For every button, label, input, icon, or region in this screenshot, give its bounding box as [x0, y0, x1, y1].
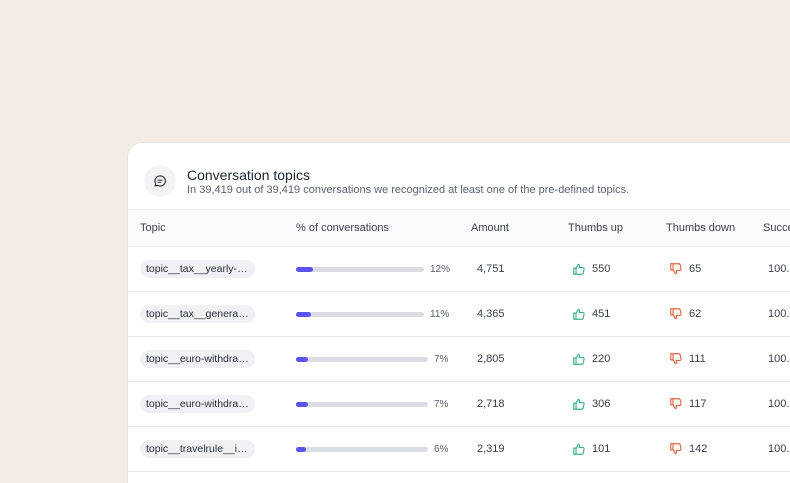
success-cell: 100.	[768, 308, 790, 320]
thumbs-up-count: 101	[592, 443, 611, 455]
thumbs-down-count: 65	[689, 263, 702, 275]
card-title: Conversation topics	[187, 167, 310, 183]
percent-label: 7%	[434, 353, 449, 365]
percent-label: 11%	[430, 308, 450, 320]
thumbs-down-cell: 111	[669, 337, 706, 381]
thumbs-up-count: 220	[592, 353, 611, 365]
thumbs-up-icon	[572, 307, 586, 321]
topic-pill[interactable]: topic__tax__yearly-overv...	[140, 260, 255, 278]
topic-pill[interactable]: topic__travelrule__instru...	[140, 440, 255, 458]
thumbs-down-icon	[669, 397, 683, 411]
thumbs-down-icon	[669, 262, 683, 276]
column-header-amount[interactable]: Amount	[471, 222, 509, 234]
column-header-success[interactable]: Succe	[763, 222, 790, 234]
thumbs-down-count: 117	[689, 398, 707, 410]
percent-label: 12%	[430, 263, 451, 275]
thumbs-down-cell: 62	[669, 292, 701, 336]
thumbs-up-icon	[572, 262, 586, 276]
card-header: Conversation topics In 39,419 out of 39,…	[128, 143, 790, 209]
percent-label: 6%	[434, 443, 449, 455]
topic-cell: topic__euro-withdrawal_...	[140, 382, 255, 426]
topics-table: Topic % of conversations Amount Thumbs u…	[128, 209, 790, 472]
percent-cell: 11%	[296, 292, 449, 336]
percent-bar-fill	[296, 266, 313, 272]
chat-bubble-icon	[144, 165, 176, 197]
table-row[interactable]: topic__euro-withdrawal_... 7% 2,805 220 …	[128, 337, 790, 382]
percent-bar-fill	[296, 401, 308, 407]
thumbs-down-count: 142	[689, 443, 708, 455]
thumbs-up-count: 451	[592, 308, 611, 320]
thumbs-down-cell: 142	[669, 427, 707, 471]
thumbs-down-icon	[669, 442, 683, 456]
table-row[interactable]: topic__tax__general__inf... 11% 4,365 45…	[128, 292, 790, 337]
card-subtitle: In 39,419 out of 39,419 conversations we…	[187, 184, 630, 196]
topic-cell: topic__travelrule__instru...	[140, 427, 255, 471]
amount-cell: 2,718	[477, 398, 505, 410]
thumbs-down-count: 111	[689, 353, 706, 365]
thumbs-up-icon	[572, 442, 586, 456]
topic-cell: topic__tax__general__inf...	[140, 292, 255, 336]
percent-cell: 6%	[296, 427, 448, 471]
success-cell: 100.	[768, 263, 790, 275]
column-header-thumbs-up[interactable]: Thumbs up	[568, 222, 624, 234]
column-header-percent[interactable]: % of conversations	[296, 222, 389, 234]
amount-cell: 2,805	[477, 353, 505, 365]
thumbs-up-cell: 550	[572, 247, 610, 291]
thumbs-up-cell: 101	[572, 427, 610, 471]
amount-cell: 4,751	[477, 263, 505, 275]
percent-bar	[296, 356, 428, 362]
conversation-topics-card: Conversation topics In 39,419 out of 39,…	[128, 143, 790, 483]
table-row[interactable]: topic__travelrule__instru... 6% 2,319 10…	[128, 427, 790, 472]
thumbs-down-icon	[669, 352, 683, 366]
percent-cell: 7%	[296, 382, 448, 426]
topic-pill[interactable]: topic__euro-withdrawal_...	[140, 395, 255, 413]
thumbs-down-cell: 117	[669, 382, 707, 426]
thumbs-up-count: 306	[592, 398, 611, 410]
percent-bar	[296, 401, 428, 407]
percent-bar-fill	[296, 356, 308, 362]
topic-cell: topic__euro-withdrawal_...	[140, 337, 255, 381]
thumbs-up-icon	[572, 352, 586, 366]
topic-pill[interactable]: topic__euro-withdrawal_...	[140, 350, 255, 368]
percent-cell: 7%	[296, 337, 448, 381]
success-cell: 100.	[768, 353, 790, 365]
amount-cell: 4,365	[477, 308, 505, 320]
thumbs-down-icon	[669, 307, 683, 321]
table-row[interactable]: topic__tax__yearly-overv... 12% 4,751 55…	[128, 247, 790, 292]
thumbs-up-cell: 220	[572, 337, 610, 381]
success-cell: 100.	[768, 443, 790, 455]
percent-bar-fill	[296, 446, 306, 452]
topic-pill[interactable]: topic__tax__general__inf...	[140, 305, 255, 323]
column-header-topic[interactable]: Topic	[140, 222, 166, 234]
thumbs-up-cell: 306	[572, 382, 610, 426]
column-header-thumbs-down[interactable]: Thumbs down	[666, 222, 736, 234]
percent-cell: 12%	[296, 247, 450, 291]
success-cell: 100.	[768, 398, 790, 410]
topic-cell: topic__tax__yearly-overv...	[140, 247, 255, 291]
percent-label: 7%	[434, 398, 449, 410]
percent-bar	[296, 446, 428, 452]
table-header: Topic % of conversations Amount Thumbs u…	[128, 209, 790, 247]
thumbs-down-count: 62	[689, 308, 702, 320]
thumbs-up-cell: 451	[572, 292, 610, 336]
thumbs-down-cell: 65	[669, 247, 701, 291]
percent-bar	[296, 311, 424, 317]
thumbs-up-count: 550	[592, 263, 611, 275]
percent-bar-fill	[296, 311, 311, 317]
thumbs-up-icon	[572, 397, 586, 411]
amount-cell: 2,319	[477, 443, 505, 455]
percent-bar	[296, 266, 424, 272]
table-row[interactable]: topic__euro-withdrawal_... 7% 2,718 306 …	[128, 382, 790, 427]
